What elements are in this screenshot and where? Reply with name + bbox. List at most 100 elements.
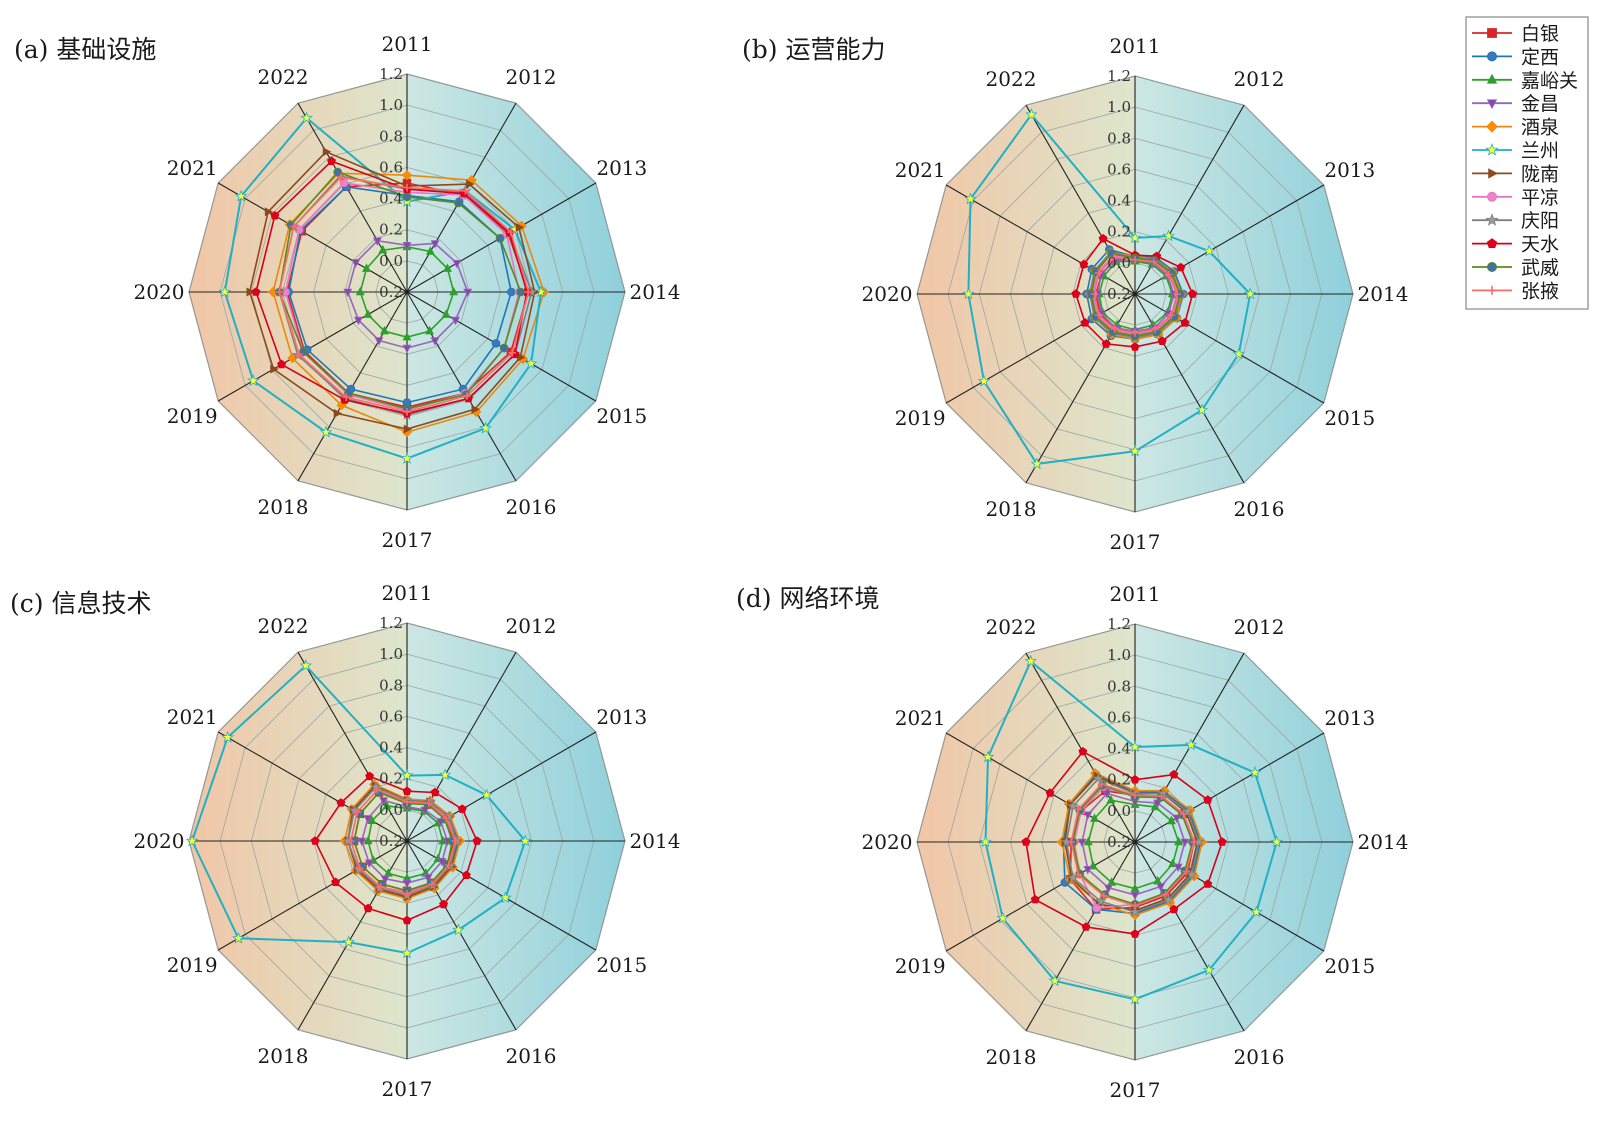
data-point-2018: [374, 337, 384, 346]
data-point-2016: [1151, 325, 1160, 333]
data-point-2012: [425, 246, 435, 255]
panel-b: 2011 2012 2013 2014 2015 2016 2017 2018 2019 2020…: [862, 34, 1409, 554]
axis-label-2020: 2020: [134, 280, 185, 304]
data-point-2017: [400, 452, 414, 464]
axis-label-2015: 2015: [1324, 406, 1375, 430]
data-point-2014: [507, 287, 516, 297]
tick-label: 0.6: [379, 707, 403, 725]
data-point-2011: [402, 786, 412, 795]
data-point-2021: [1090, 813, 1100, 822]
axis-label-2015: 2015: [1324, 954, 1375, 978]
axis-label-2014: 2014: [1358, 830, 1409, 854]
legend-marker: [1485, 143, 1499, 156]
axis-label-2017: 2017: [382, 1077, 433, 1101]
tick-label: 0.0: [379, 801, 403, 819]
data-point-2020: [1067, 838, 1075, 846]
panel-a: 2011 2012 2013 2014 2015 2016 2017 2018 2019 2020…: [134, 32, 681, 552]
data-point-2015: [1173, 863, 1183, 873]
data-point-2018: [376, 883, 385, 891]
legend-label: 定西: [1521, 46, 1559, 68]
data-point-2013: [507, 228, 515, 236]
axis-spoke: [217, 291, 408, 402]
data-point-2016: [1169, 904, 1179, 914]
axis-spoke: [1134, 841, 1245, 1032]
data-point-2022: [300, 111, 313, 124]
legend-marker: [1486, 238, 1498, 248]
data-point-2018: [363, 903, 373, 913]
data-point-2021: [362, 263, 372, 272]
data-point-2020: [363, 835, 373, 845]
data-point-2011: [400, 768, 414, 781]
panel-b-title-group: (b) 运营能力: [742, 35, 885, 64]
axis-spoke: [217, 840, 408, 951]
data-point-2022: [1024, 654, 1037, 667]
axis-spoke: [297, 651, 408, 842]
data-point-2020: [275, 288, 284, 296]
data-point-2015: [1182, 867, 1191, 876]
axis-label-2016: 2016: [1234, 1045, 1285, 1069]
axis-label-2016: 2016: [506, 1044, 557, 1068]
data-point-2013: [515, 222, 525, 232]
data-point-2012: [1149, 257, 1158, 266]
data-point-2021: [270, 211, 280, 220]
data-point-2022: [379, 797, 389, 806]
data-point-2018: [1104, 884, 1113, 894]
legend-entry: 金昌: [1472, 93, 1559, 115]
data-point-2012: [1184, 738, 1198, 751]
data-point-2020: [185, 834, 199, 847]
axis-label-2014: 2014: [630, 829, 681, 853]
legend-marker: [1487, 262, 1497, 272]
data-point-2012: [461, 187, 470, 195]
axis-label-2020: 2020: [862, 830, 913, 854]
axis-label-2022: 2022: [986, 67, 1037, 91]
data-point-2011: [402, 192, 412, 202]
data-point-2019: [977, 374, 991, 387]
data-point-2019: [247, 374, 260, 387]
data-point-2014: [1217, 837, 1227, 846]
data-point-2020: [355, 286, 365, 296]
data-point-2016: [463, 392, 471, 400]
tick-label: 1.2: [379, 614, 403, 632]
data-point-2018: [336, 400, 347, 411]
axis-label-2011: 2011: [1110, 582, 1161, 606]
tick-label: 0.0: [1107, 254, 1131, 272]
axis-label-2013: 2013: [1324, 158, 1375, 182]
data-point-2022: [382, 800, 392, 810]
legend-marker: [1487, 51, 1497, 62]
data-point-2021: [964, 192, 977, 205]
legend-label: 武威: [1521, 257, 1559, 279]
legend-entry: 定西: [1472, 46, 1559, 68]
data-point-2017: [402, 879, 412, 889]
axis-label-2021: 2021: [167, 705, 218, 729]
data-point-2015: [1167, 311, 1176, 319]
data-point-2021: [234, 189, 248, 202]
tick-label: 0.8: [1107, 129, 1131, 147]
axis-label-2020: 2020: [134, 829, 185, 853]
data-point-2019: [331, 877, 340, 886]
data-point-2014: [1180, 838, 1190, 848]
axis-label-2012: 2012: [506, 614, 557, 638]
data-point-2017: [400, 946, 414, 959]
tick-label: 0.2: [379, 770, 403, 788]
data-point-2015: [499, 891, 512, 904]
data-point-2021: [1094, 269, 1103, 277]
data-point-2013: [1248, 766, 1262, 779]
data-point-2016: [430, 337, 440, 346]
panel-a-title-group: (a) 基础设施: [14, 35, 156, 64]
legend-label: 张掖: [1521, 280, 1559, 302]
data-point-2022: [373, 785, 382, 794]
series-陇南: [246, 147, 540, 434]
series-张掖: [275, 173, 533, 416]
legend-label: 庆阳: [1521, 210, 1559, 232]
data-point-2013: [1176, 262, 1186, 272]
series-兰州: [962, 108, 1257, 470]
axis-label-2019: 2019: [167, 953, 218, 977]
axis-spoke: [945, 841, 1136, 952]
data-point-2013: [1181, 805, 1194, 817]
data-point-2020: [310, 836, 320, 845]
legend-label: 兰州: [1521, 140, 1559, 162]
data-point-2015: [451, 316, 461, 326]
data-point-2020: [979, 835, 992, 848]
data-point-2021: [1045, 788, 1055, 797]
data-point-2014: [519, 834, 532, 847]
